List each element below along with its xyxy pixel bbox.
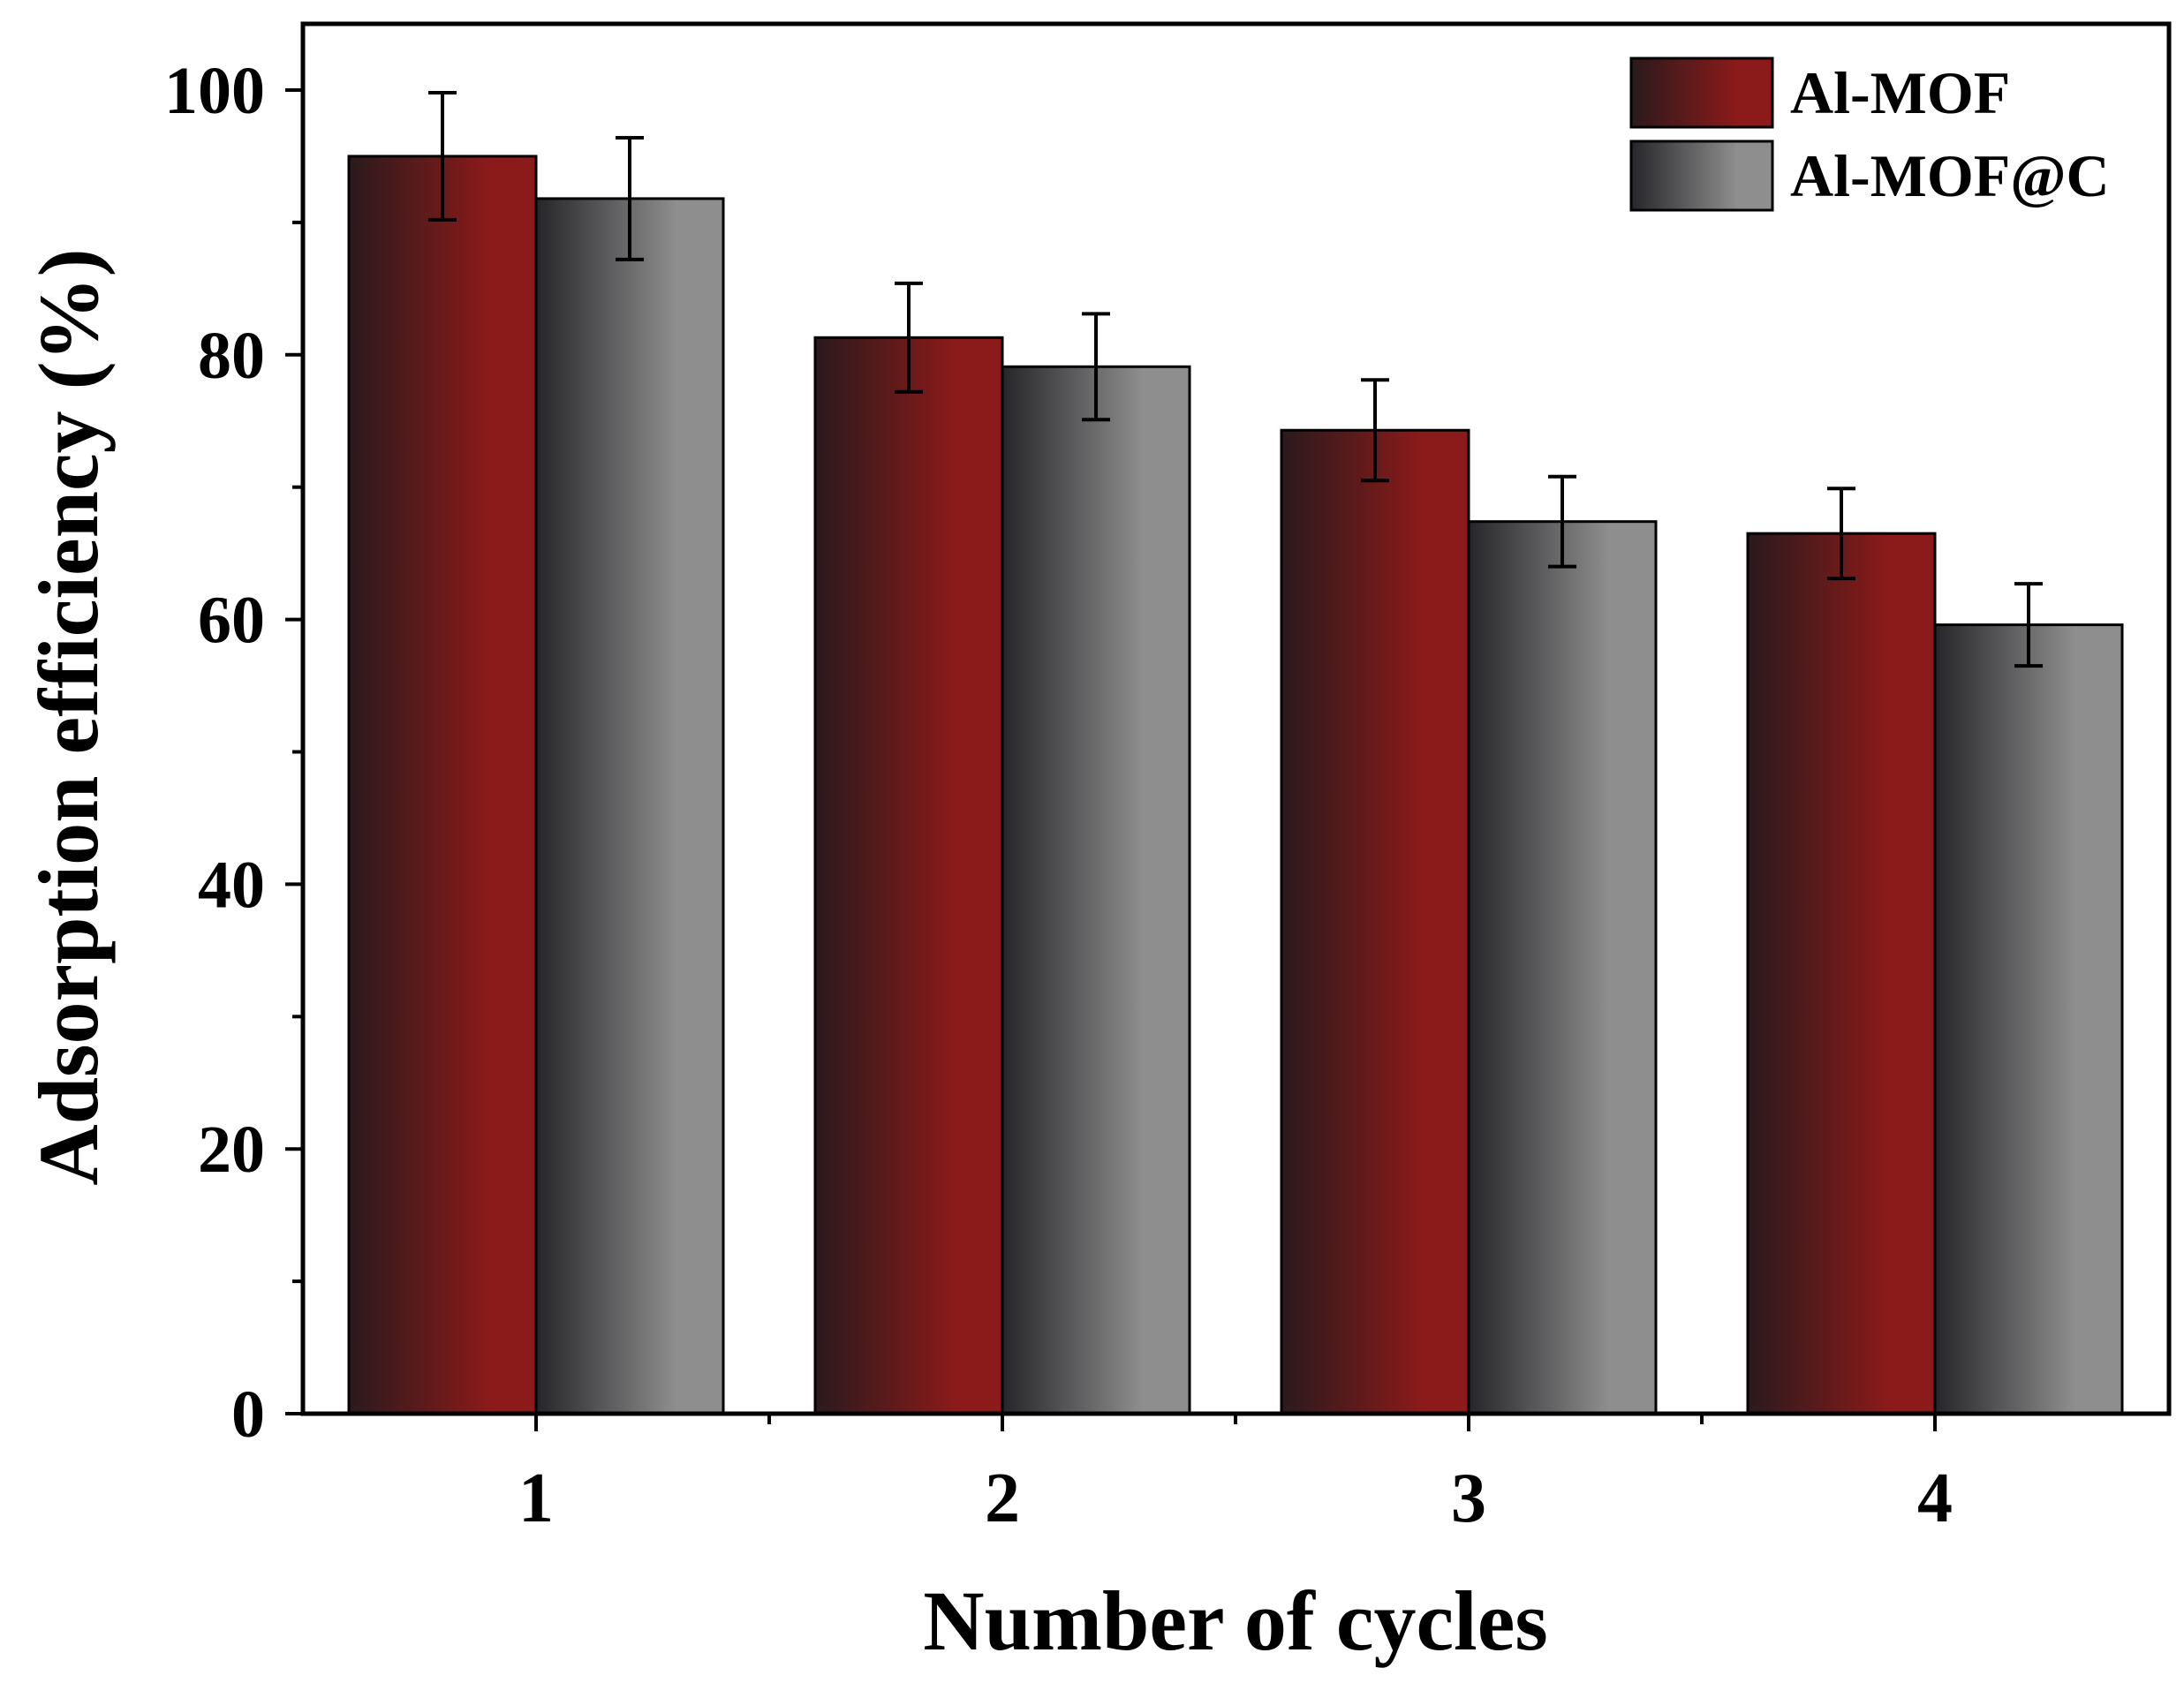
x-tick-label: 3 bbox=[1451, 1460, 1486, 1537]
error-bar-s1-c2 bbox=[1082, 312, 1110, 422]
bar-s0-c1 bbox=[347, 155, 538, 1415]
x-tick-label: 1 bbox=[518, 1460, 554, 1537]
error-bar-s0-c2 bbox=[895, 281, 923, 394]
bars-layer bbox=[347, 155, 2124, 1415]
legend-swatch-al-mof-c bbox=[1629, 140, 1774, 212]
x-tick-label: 4 bbox=[1917, 1460, 1953, 1537]
y-tick-label: 20 bbox=[198, 1113, 265, 1187]
error-bars-layer bbox=[428, 90, 2043, 668]
bar-s0-c4 bbox=[1746, 532, 1937, 1415]
y-tick-label: 40 bbox=[198, 848, 265, 922]
error-bar-s0-c1 bbox=[428, 90, 457, 222]
bar-s0-c2 bbox=[813, 336, 1004, 1415]
bar-s0-c3 bbox=[1280, 428, 1470, 1415]
y-axis: 0 20 40 60 80 100 bbox=[164, 54, 303, 1452]
bar-s1-c1 bbox=[534, 197, 725, 1415]
error-bar-s0-c4 bbox=[1827, 487, 1855, 581]
x-axis: 1 2 3 4 bbox=[518, 1414, 1953, 1537]
legend-label-al-mof: Al-MOF bbox=[1790, 59, 2010, 126]
error-bar-s1-c4 bbox=[2014, 582, 2043, 668]
bar-s1-c2 bbox=[1001, 365, 1191, 1415]
y-tick-label: 100 bbox=[164, 54, 265, 128]
x-tick-label: 2 bbox=[985, 1460, 1020, 1537]
error-bar-s0-c3 bbox=[1361, 378, 1389, 483]
legend-swatch-al-mof bbox=[1629, 57, 1774, 129]
bar-s1-c4 bbox=[1933, 623, 2124, 1415]
legend-label-al-mof-c: Al-MOF@C bbox=[1790, 142, 2110, 209]
y-tick-label: 0 bbox=[231, 1377, 265, 1452]
y-axis-title: Adsorption efficiency (%) bbox=[21, 248, 116, 1185]
x-axis-title: Number of cycles bbox=[923, 1574, 1547, 1668]
error-bar-s1-c3 bbox=[1548, 474, 1576, 569]
legend: Al-MOF Al-MOF@C bbox=[1629, 57, 2110, 212]
y-tick-label: 60 bbox=[198, 584, 265, 658]
bar-s1-c3 bbox=[1467, 520, 1658, 1415]
y-tick-label: 80 bbox=[198, 319, 265, 393]
error-bar-s1-c1 bbox=[616, 135, 644, 261]
